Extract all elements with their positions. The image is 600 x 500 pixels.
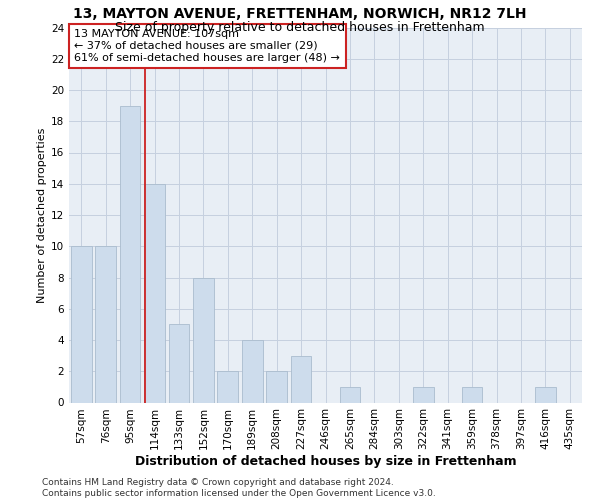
Bar [413, 387, 434, 402]
Bar [95, 246, 116, 402]
Bar [242, 340, 263, 402]
Bar [340, 387, 361, 402]
Bar [290, 356, 311, 403]
Bar [71, 246, 92, 402]
Bar [535, 387, 556, 402]
Text: Size of property relative to detached houses in Frettenham: Size of property relative to detached ho… [115, 22, 485, 35]
Text: Contains HM Land Registry data © Crown copyright and database right 2024.
Contai: Contains HM Land Registry data © Crown c… [42, 478, 436, 498]
X-axis label: Distribution of detached houses by size in Frettenham: Distribution of detached houses by size … [134, 455, 517, 468]
Bar [119, 106, 140, 403]
Bar [217, 371, 238, 402]
Text: 13, MAYTON AVENUE, FRETTENHAM, NORWICH, NR12 7LH: 13, MAYTON AVENUE, FRETTENHAM, NORWICH, … [73, 8, 527, 22]
Y-axis label: Number of detached properties: Number of detached properties [37, 128, 47, 302]
Bar [461, 387, 482, 402]
Bar [144, 184, 165, 402]
Bar [193, 278, 214, 402]
Text: 13 MAYTON AVENUE: 107sqm
← 37% of detached houses are smaller (29)
61% of semi-d: 13 MAYTON AVENUE: 107sqm ← 37% of detach… [74, 30, 340, 62]
Bar [266, 371, 287, 402]
Bar [169, 324, 190, 402]
